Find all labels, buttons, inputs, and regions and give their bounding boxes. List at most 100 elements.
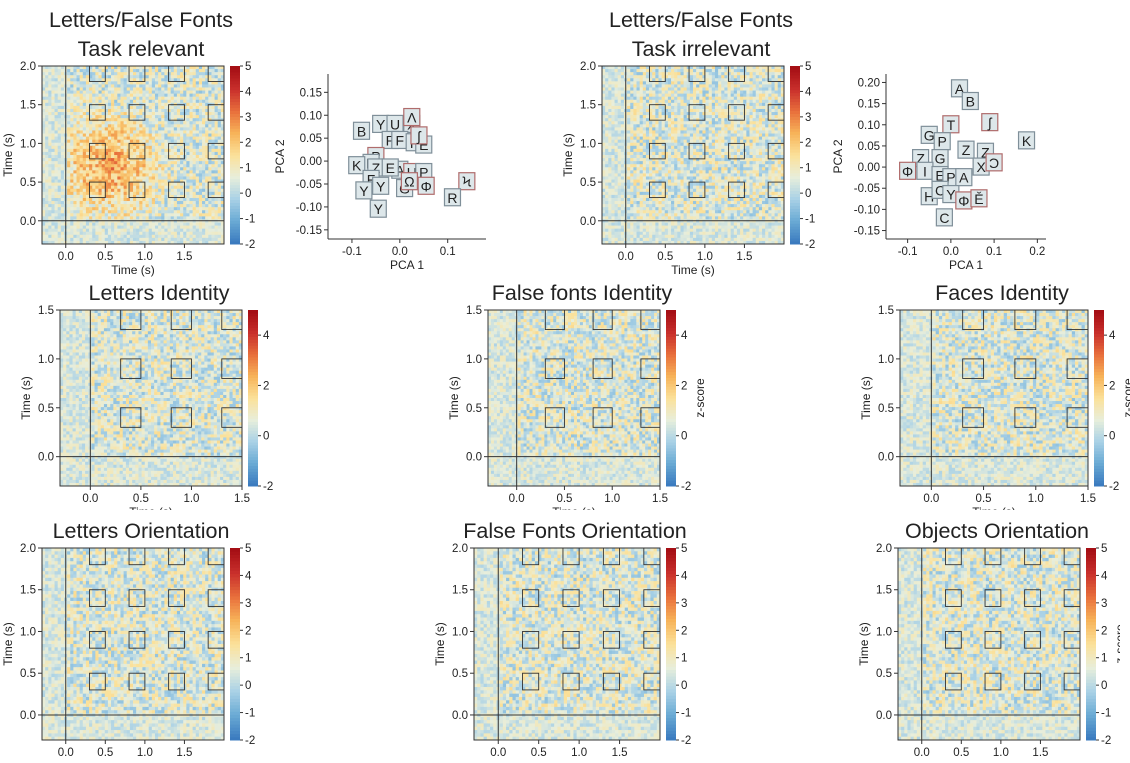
colorbar-tick-label: 4 — [263, 330, 270, 342]
x-tick-label: 0.0 — [923, 493, 939, 505]
y-tick-label: 0.0 — [38, 452, 54, 464]
y-axis-label: Time (s) — [1, 622, 15, 666]
y-tick-label: 2.0 — [876, 543, 892, 555]
x-tick-label: 1.0 — [604, 493, 620, 505]
pca-point-label: Φ — [958, 193, 969, 209]
colorbar-tick-label: -1 — [1101, 708, 1111, 720]
colorbar-label: z-score — [817, 135, 820, 175]
chart-title-line: Letters/False Fonts — [609, 8, 793, 32]
y-tick-label: 0.15 — [300, 87, 322, 99]
x-axis-label: Time (s) — [671, 263, 715, 277]
x-tick-label: 1.0 — [137, 251, 153, 263]
pca-point-label: Φ — [902, 163, 913, 179]
y-tick-label: 0.0 — [20, 216, 36, 228]
x-axis-label: Time (s) — [111, 263, 155, 277]
colorbar-tick-label: 5 — [805, 61, 811, 73]
y-tick-label: 1.5 — [580, 100, 596, 112]
y-axis-label: Time (s) — [859, 376, 873, 420]
y-tick-label: 1.0 — [38, 354, 54, 366]
colorbar-tick-label: 0 — [681, 680, 687, 692]
colorbar-tick-label: 0 — [805, 188, 811, 200]
y-tick-label: 1.0 — [452, 626, 468, 638]
y-tick-label: 0.5 — [878, 403, 894, 415]
colorbar-tick-label: 1 — [245, 653, 251, 665]
x-tick-label: 0.0 — [509, 493, 525, 505]
y-tick-label: -0.15 — [296, 225, 322, 237]
x-tick-label: 1.5 — [234, 493, 250, 505]
heatmap-cells — [474, 548, 660, 740]
colorbar-tick-label: 5 — [245, 61, 251, 73]
y-tick-label: 0.00 — [858, 162, 880, 174]
y-tick-label: 0.5 — [876, 668, 892, 680]
x-tick-label: 0.5 — [133, 493, 149, 505]
heatmap-cells — [602, 66, 784, 244]
y-tick-label: 1.5 — [876, 585, 892, 597]
heatmap-cells — [488, 310, 660, 486]
colorbar-tick-label: -2 — [1101, 735, 1111, 747]
y-tick-label: 1.5 — [38, 305, 54, 317]
colorbar-tick-label: 2 — [805, 137, 811, 149]
y-tick-label: 1.0 — [466, 354, 482, 366]
y-tick-label: 0.0 — [878, 452, 894, 464]
colorbar-tick-label: 1 — [245, 163, 251, 175]
x-tick-label: 0.5 — [531, 747, 547, 758]
y-tick-label: 0.5 — [38, 403, 54, 415]
colorbar-tick-label: 0 — [245, 680, 251, 692]
y-axis-label: Time (s) — [433, 622, 447, 666]
x-tick-label: 0.0 — [58, 747, 74, 758]
x-tick-label: 0.5 — [953, 747, 969, 758]
colorbar-tick-label: 5 — [681, 543, 687, 555]
x-axis-label: PCA 1 — [949, 258, 983, 272]
colorbar-label: z-score — [257, 135, 260, 175]
pca-point-label: X — [976, 159, 986, 175]
x-tick-label: 1.0 — [993, 747, 1009, 758]
pca-point-label: A — [959, 170, 969, 186]
y-tick-label: 0.20 — [858, 77, 880, 89]
pca-point-label: Y — [946, 187, 956, 203]
chart-title-line: False Fonts Orientation — [463, 519, 686, 543]
colorbar — [248, 310, 258, 487]
y-tick-label: 1.5 — [452, 585, 468, 597]
pca-point-label: C — [939, 210, 949, 226]
x-tick-label: 0.1 — [986, 246, 1002, 258]
x-axis-label: PCA 1 — [390, 258, 424, 272]
colorbar-tick-label: 0 — [681, 431, 687, 443]
y-tick-label: 1.5 — [466, 305, 482, 317]
x-tick-label: 0.5 — [657, 251, 673, 263]
colorbar-tick-label: 2 — [681, 625, 687, 637]
y-tick-label: -0.10 — [296, 202, 322, 214]
y-tick-label: 1.5 — [20, 100, 36, 112]
colorbar-tick-label: 4 — [245, 570, 252, 582]
y-tick-label: 0.5 — [580, 177, 596, 189]
colorbar-tick-label: -1 — [681, 708, 691, 720]
chart-title-line: Task relevant — [78, 37, 205, 61]
pca-point-label: Λ — [407, 110, 417, 126]
pca-point-label: T — [947, 117, 956, 133]
y-tick-label: 0.5 — [20, 177, 36, 189]
y-tick-label: 0.0 — [876, 710, 892, 722]
colorbar-tick-label: 0 — [1109, 431, 1115, 443]
x-tick-label: 0.1 — [440, 246, 456, 258]
colorbar-tick-label: -2 — [245, 239, 255, 251]
x-tick-label: 1.0 — [137, 747, 153, 758]
pca-point-label: Ě — [974, 191, 983, 207]
pca-point-label: K — [352, 158, 362, 174]
pca-point-label: G — [924, 127, 935, 143]
chart-title-line: Faces Identity — [935, 281, 1069, 305]
pca-point-label: Φ — [421, 178, 432, 194]
chart-title-line: Letters/False Fonts — [49, 8, 233, 32]
x-tick-label: 0.5 — [976, 493, 992, 505]
y-tick-label: -0.05 — [296, 179, 322, 191]
colorbar-tick-label: -2 — [245, 735, 255, 747]
y-tick-label: 0.05 — [300, 133, 322, 145]
x-tick-label: 0.0 — [914, 747, 930, 758]
y-tick-label: 2.0 — [452, 543, 468, 555]
y-axis-label: Time (s) — [19, 376, 33, 420]
